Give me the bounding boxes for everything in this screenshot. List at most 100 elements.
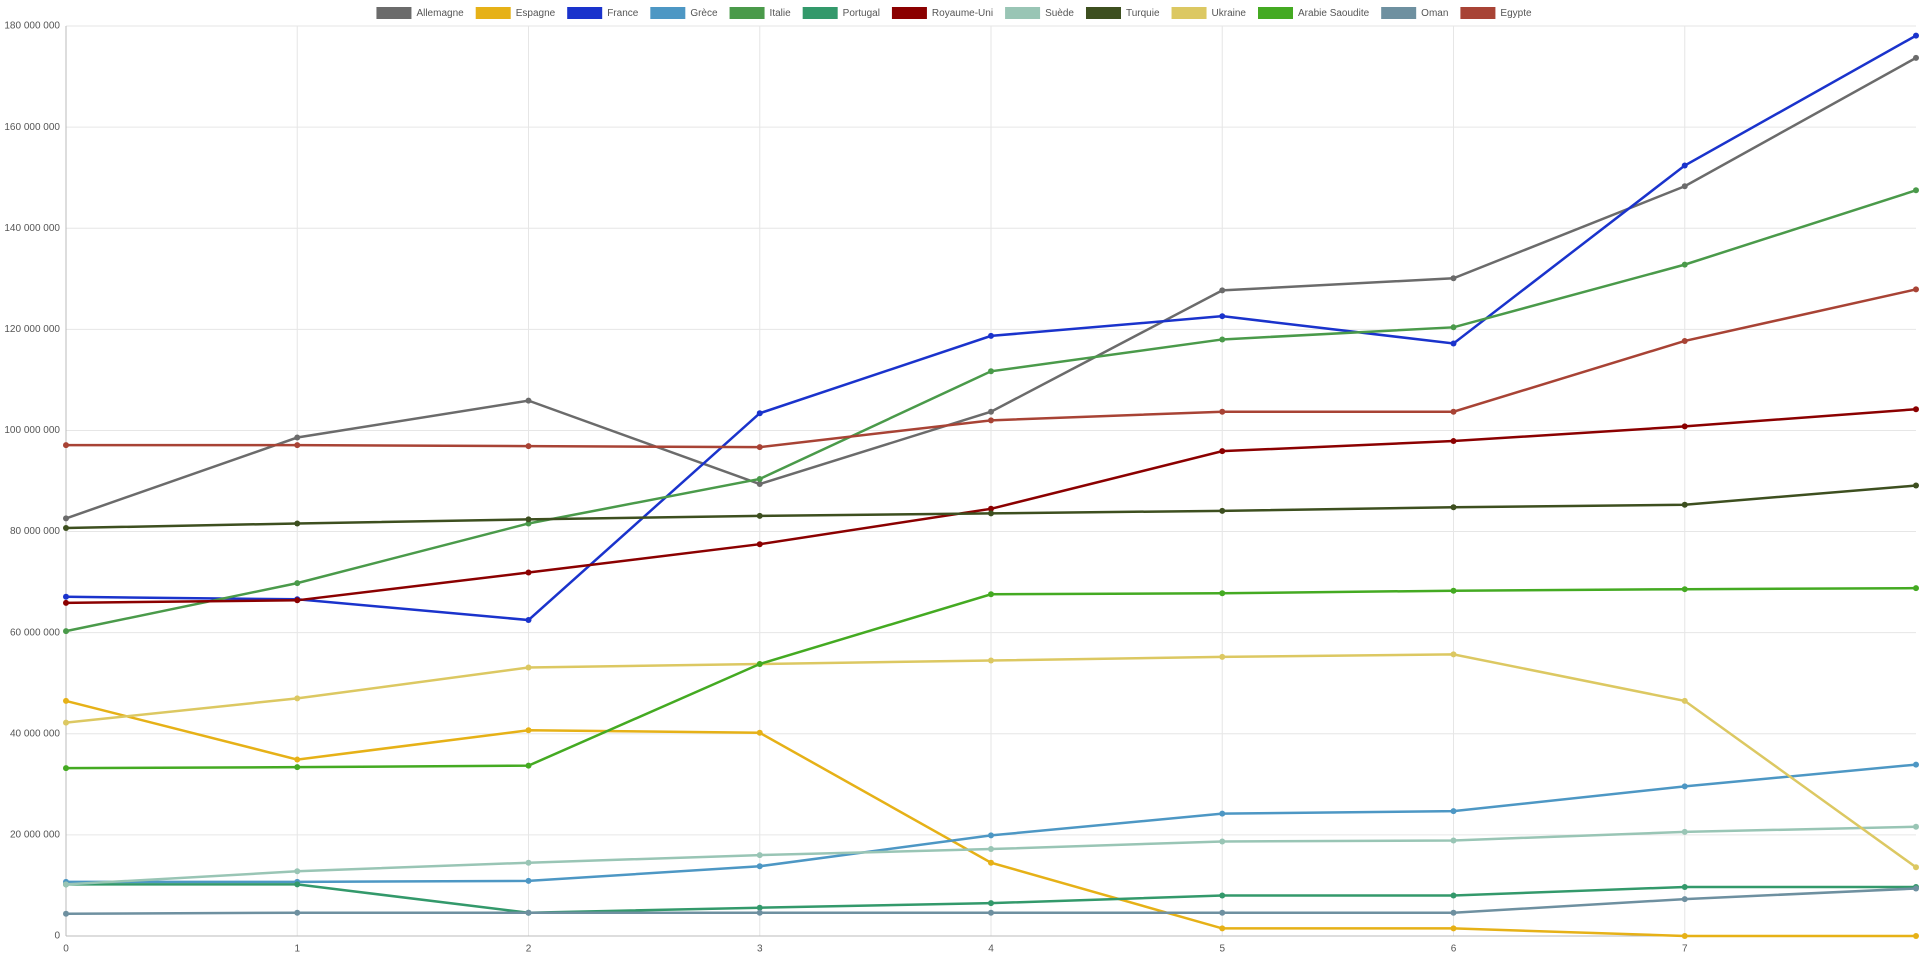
data-point (294, 434, 301, 441)
data-point (1913, 585, 1919, 592)
x-tick-label: 5 (1219, 944, 1225, 955)
data-point (63, 719, 69, 726)
legend-swatch (1258, 7, 1294, 19)
data-point (1913, 54, 1919, 61)
y-tick-label: 40 000 000 (10, 728, 60, 739)
data-point (1219, 810, 1226, 817)
legend-label: Ukraine (1212, 8, 1247, 19)
data-point (525, 617, 532, 624)
legend-label: France (607, 8, 639, 19)
data-point (525, 727, 532, 734)
legend-swatch (1085, 7, 1121, 19)
data-point (1681, 783, 1688, 790)
legend-swatch (1460, 7, 1496, 19)
legend-swatch (891, 7, 927, 19)
data-point (525, 516, 532, 523)
legend-label: Suède (1045, 8, 1074, 19)
data-point (525, 569, 532, 576)
legend-label: Allemagne (416, 8, 464, 19)
data-point (525, 664, 532, 671)
y-tick-label: 80 000 000 (10, 526, 60, 537)
data-point (294, 695, 301, 702)
data-point (63, 881, 69, 888)
data-point (1681, 933, 1688, 939)
data-point (1450, 892, 1457, 899)
data-point (756, 444, 763, 451)
y-tick-label: 100 000 000 (4, 425, 60, 436)
data-point (1913, 933, 1919, 939)
data-point (1681, 697, 1688, 704)
legend-label: Turquie (1126, 8, 1160, 19)
data-point (525, 762, 532, 769)
data-point (1450, 909, 1457, 916)
data-point (756, 863, 763, 870)
data-point (1450, 587, 1457, 594)
legend-label: Egypte (1500, 8, 1532, 19)
y-tick-label: 60 000 000 (10, 627, 60, 638)
data-point (1450, 340, 1457, 347)
data-point (1219, 287, 1226, 294)
data-point (756, 909, 763, 916)
data-point (1219, 909, 1226, 916)
data-point (1450, 438, 1457, 445)
data-point (63, 697, 69, 704)
data-point (1219, 313, 1226, 320)
data-point (756, 852, 763, 859)
y-tick-label: 180 000 000 (4, 21, 60, 32)
data-point (525, 877, 532, 884)
x-tick-label: 2 (526, 944, 532, 955)
x-tick-label: 7 (1682, 944, 1688, 955)
data-point (1450, 837, 1457, 844)
legend-label: Espagne (516, 8, 556, 19)
data-point (756, 475, 763, 482)
x-tick-label: 3 (757, 944, 763, 955)
data-point (1219, 448, 1226, 455)
data-point (1913, 761, 1919, 768)
data-point (1450, 408, 1457, 415)
data-point (988, 417, 994, 424)
data-point (1913, 32, 1919, 39)
data-point (294, 881, 301, 888)
legend-label: Arabie Saoudite (1298, 8, 1370, 19)
data-point (63, 593, 69, 600)
x-tick-label: 0 (63, 944, 69, 955)
legend-swatch (1381, 7, 1417, 19)
legend-label: Royaume-Uni (932, 8, 993, 19)
data-point (1219, 336, 1226, 343)
data-point (525, 909, 532, 916)
legend-label: Portugal (843, 8, 880, 19)
data-point (756, 729, 763, 736)
data-point (988, 408, 994, 415)
data-point (988, 657, 994, 664)
data-point (756, 410, 763, 417)
data-point (525, 397, 532, 404)
data-point (988, 505, 994, 512)
legend-label: Oman (1421, 8, 1448, 19)
data-point (1450, 504, 1457, 511)
y-tick-label: 120 000 000 (4, 324, 60, 335)
data-point (756, 541, 763, 548)
data-point (1219, 408, 1226, 415)
data-point (1219, 653, 1226, 660)
legend-swatch (475, 7, 511, 19)
legend-swatch (567, 7, 603, 19)
data-point (1681, 423, 1688, 430)
data-point (988, 909, 994, 916)
legend-label: Italie (770, 8, 792, 19)
data-point (63, 765, 69, 772)
data-point (1913, 482, 1919, 489)
data-point (1681, 828, 1688, 835)
data-point (294, 868, 301, 875)
x-tick-label: 1 (294, 944, 300, 955)
data-point (756, 481, 763, 488)
data-point (988, 846, 994, 853)
data-point (294, 442, 301, 449)
data-point (1219, 590, 1226, 597)
legend-swatch (802, 7, 838, 19)
data-point (1913, 823, 1919, 830)
data-point (63, 525, 69, 532)
data-point (1219, 838, 1226, 845)
data-point (525, 859, 532, 866)
